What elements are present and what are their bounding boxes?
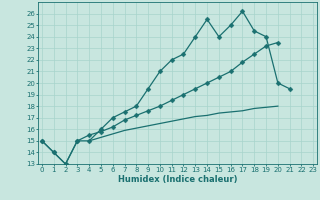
X-axis label: Humidex (Indice chaleur): Humidex (Indice chaleur) bbox=[118, 175, 237, 184]
